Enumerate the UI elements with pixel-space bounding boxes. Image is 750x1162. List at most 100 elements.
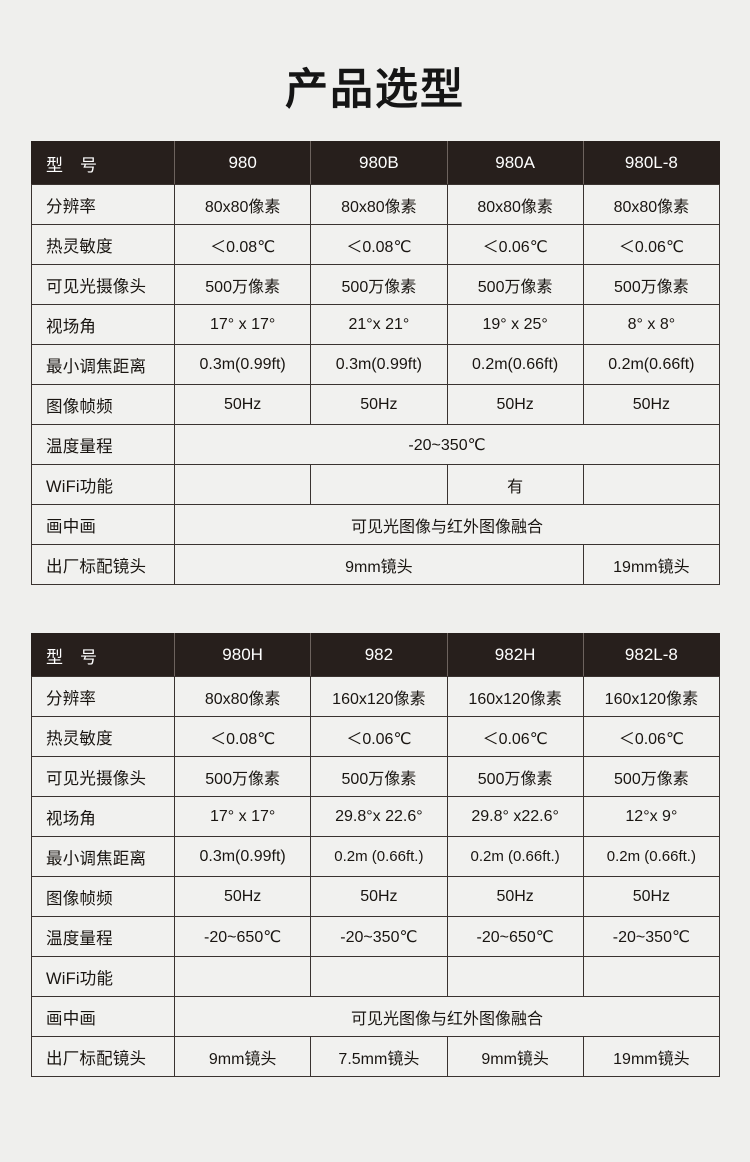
row-value: 12°x 9° (582, 796, 721, 838)
table-row: 热灵敏度 ＜0.08℃ ＜0.06℃ ＜0.06℃ ＜0.06℃ (31, 716, 721, 758)
row-value: 80x80像素 (310, 184, 448, 226)
row-value: 500万像素 (173, 756, 312, 798)
row-value: 29.8° x22.6° (446, 796, 584, 838)
row-value: 7.5mm镜头 (310, 1036, 448, 1078)
table-row: 视场角 17° x 17° 29.8°x 22.6° 29.8° x22.6° 12°x… (31, 796, 721, 838)
table-row: 最小调焦距离 0.3m(0.99ft) 0.2m (0.66ft.) 0.2m (0.… (31, 836, 721, 878)
row-value: 50Hz (310, 876, 448, 918)
table-header-model-label: 型 号 (31, 633, 175, 678)
row-value: 0.3m(0.99ft) (173, 836, 312, 878)
row-value: 有 (446, 464, 584, 506)
page-title: 产品选型 (285, 66, 465, 114)
row-label: 图像帧频 (31, 384, 175, 426)
table-row: 出厂标配镜头 9mm镜头 19mm镜头 (31, 544, 721, 586)
table-row: 画中画 可见光图像与红外图像融合 (31, 996, 720, 1038)
row-value-span: -20~350℃ (174, 424, 720, 466)
table-row: 最小调焦距离 0.3m(0.99ft) 0.3m(0.99ft) 0.2m(0.66f… (31, 344, 721, 386)
row-value-span: 可见光图像与红外图像融合 (174, 504, 720, 546)
row-label: 可见光摄像头 (31, 264, 175, 306)
row-value-span: 19mm镜头 (582, 544, 721, 586)
row-value: ＜0.08℃ (173, 716, 312, 758)
table-row: WiFi功能 有 (31, 464, 721, 506)
row-value: 0.3m(0.99ft) (310, 344, 448, 386)
row-label: 图像帧频 (31, 876, 175, 918)
row-value: 0.2m(0.66ft) (446, 344, 584, 386)
row-value: -20~650℃ (173, 916, 312, 958)
spec-table-1-container: 型 号 980 980B 980A 980L-8 分辨率 80x80像素 80x80像素 80… (31, 141, 721, 586)
row-value: ＜0.08℃ (173, 224, 312, 266)
row-label: 出厂标配镜头 (31, 1036, 175, 1078)
table-row: 图像帧频 50Hz 50Hz 50Hz 50Hz (31, 876, 721, 918)
row-label: 分辨率 (31, 184, 175, 226)
row-label: 画中画 (31, 996, 175, 1038)
row-value: 29.8°x 22.6° (310, 796, 448, 838)
row-label: 温度量程 (31, 916, 175, 958)
row-label: 视场角 (31, 304, 175, 346)
row-value-empty (446, 956, 584, 998)
spec-table-2-container: 型 号 980H 982 982H 982L-8 分辨率 80x80像素 160x120像素… (31, 633, 721, 1078)
row-value: 0.2m (0.66ft.) (310, 836, 448, 878)
spec-table-1: 型 号 980 980B 980A 980L-8 分辨率 80x80像素 80x80像素 80… (31, 141, 721, 586)
table-row: 视场角 17° x 17° 21°x 21° 19° x 25° 8° x 8° (31, 304, 721, 346)
table-header-model-980B: 980B (310, 141, 448, 186)
row-value: ＜0.06℃ (310, 716, 448, 758)
table-row: 画中画 可见光图像与红外图像融合 (31, 504, 720, 546)
row-value: 17° x 17° (173, 796, 312, 838)
row-value: ＜0.06℃ (446, 716, 584, 758)
table-row: 可见光摄像头 500万像素 500万像素 500万像素 500万像素 (31, 264, 721, 306)
row-value: 80x80像素 (582, 184, 721, 226)
table-row: 出厂标配镜头 9mm镜头 7.5mm镜头 9mm镜头 19mm镜头 (31, 1036, 721, 1078)
row-label: WiFi功能 (31, 464, 175, 506)
table-header-model-980H: 980H (173, 633, 312, 678)
row-value-empty (173, 464, 312, 506)
row-value: ＜0.06℃ (582, 716, 721, 758)
table-row: 图像帧频 50Hz 50Hz 50Hz 50Hz (31, 384, 721, 426)
row-value: ＜0.08℃ (310, 224, 448, 266)
row-value: 50Hz (582, 384, 721, 426)
row-value: 50Hz (582, 876, 721, 918)
table-header-model-980: 980 (173, 141, 312, 186)
spec-table-2: 型 号 980H 982 982H 982L-8 分辨率 80x80像素 160x120像素… (31, 633, 721, 1078)
row-label: 最小调焦距离 (31, 836, 175, 878)
table-header-row: 型 号 980 980B 980A 980L-8 (31, 141, 721, 186)
row-label: 热灵敏度 (31, 716, 175, 758)
table-header-model-label: 型 号 (31, 141, 175, 186)
table-header-model-980A: 980A (446, 141, 584, 186)
row-value: 9mm镜头 (446, 1036, 584, 1078)
row-value: 500万像素 (446, 264, 584, 306)
row-value: 8° x 8° (582, 304, 721, 346)
row-value: 500万像素 (173, 264, 312, 306)
spec-table-1-head: 型 号 980 980B 980A 980L-8 (31, 141, 721, 186)
row-value-empty (582, 464, 721, 506)
row-label: 最小调焦距离 (31, 344, 175, 386)
row-value: 160x120像素 (310, 676, 448, 718)
row-value-span: 9mm镜头 (174, 544, 584, 586)
spec-table-1-body: 分辨率 80x80像素 80x80像素 80x80像素 80x80像素 热灵敏度 ＜0.08… (31, 184, 721, 586)
row-value: 50Hz (446, 876, 584, 918)
row-value: -20~350℃ (582, 916, 721, 958)
row-value: 0.2m(0.66ft) (582, 344, 721, 386)
row-value: 160x120像素 (582, 676, 721, 718)
row-value-empty (310, 464, 448, 506)
row-label: 可见光摄像头 (31, 756, 175, 798)
row-value: 50Hz (446, 384, 584, 426)
row-value: 80x80像素 (446, 184, 584, 226)
spec-table-2-body: 分辨率 80x80像素 160x120像素 160x120像素 160x120像素 热灵敏… (31, 676, 721, 1078)
row-value: 80x80像素 (173, 676, 312, 718)
table-header-model-982L-8: 982L-8 (582, 633, 721, 678)
table-header-model-982: 982 (310, 633, 448, 678)
row-value: 160x120像素 (446, 676, 584, 718)
row-value: 500万像素 (446, 756, 584, 798)
row-label: WiFi功能 (31, 956, 175, 998)
row-label: 出厂标配镜头 (31, 544, 175, 586)
row-value: 21°x 21° (310, 304, 448, 346)
table-row: 温度量程 -20~650℃ -20~350℃ -20~650℃ -20~350℃ (31, 916, 721, 958)
row-label: 视场角 (31, 796, 175, 838)
row-label: 温度量程 (31, 424, 175, 466)
row-value: 50Hz (173, 384, 312, 426)
row-value: 500万像素 (582, 264, 721, 306)
row-value: 19mm镜头 (582, 1036, 721, 1078)
row-value: 50Hz (310, 384, 448, 426)
table-header-row: 型 号 980H 982 982H 982L-8 (31, 633, 721, 678)
